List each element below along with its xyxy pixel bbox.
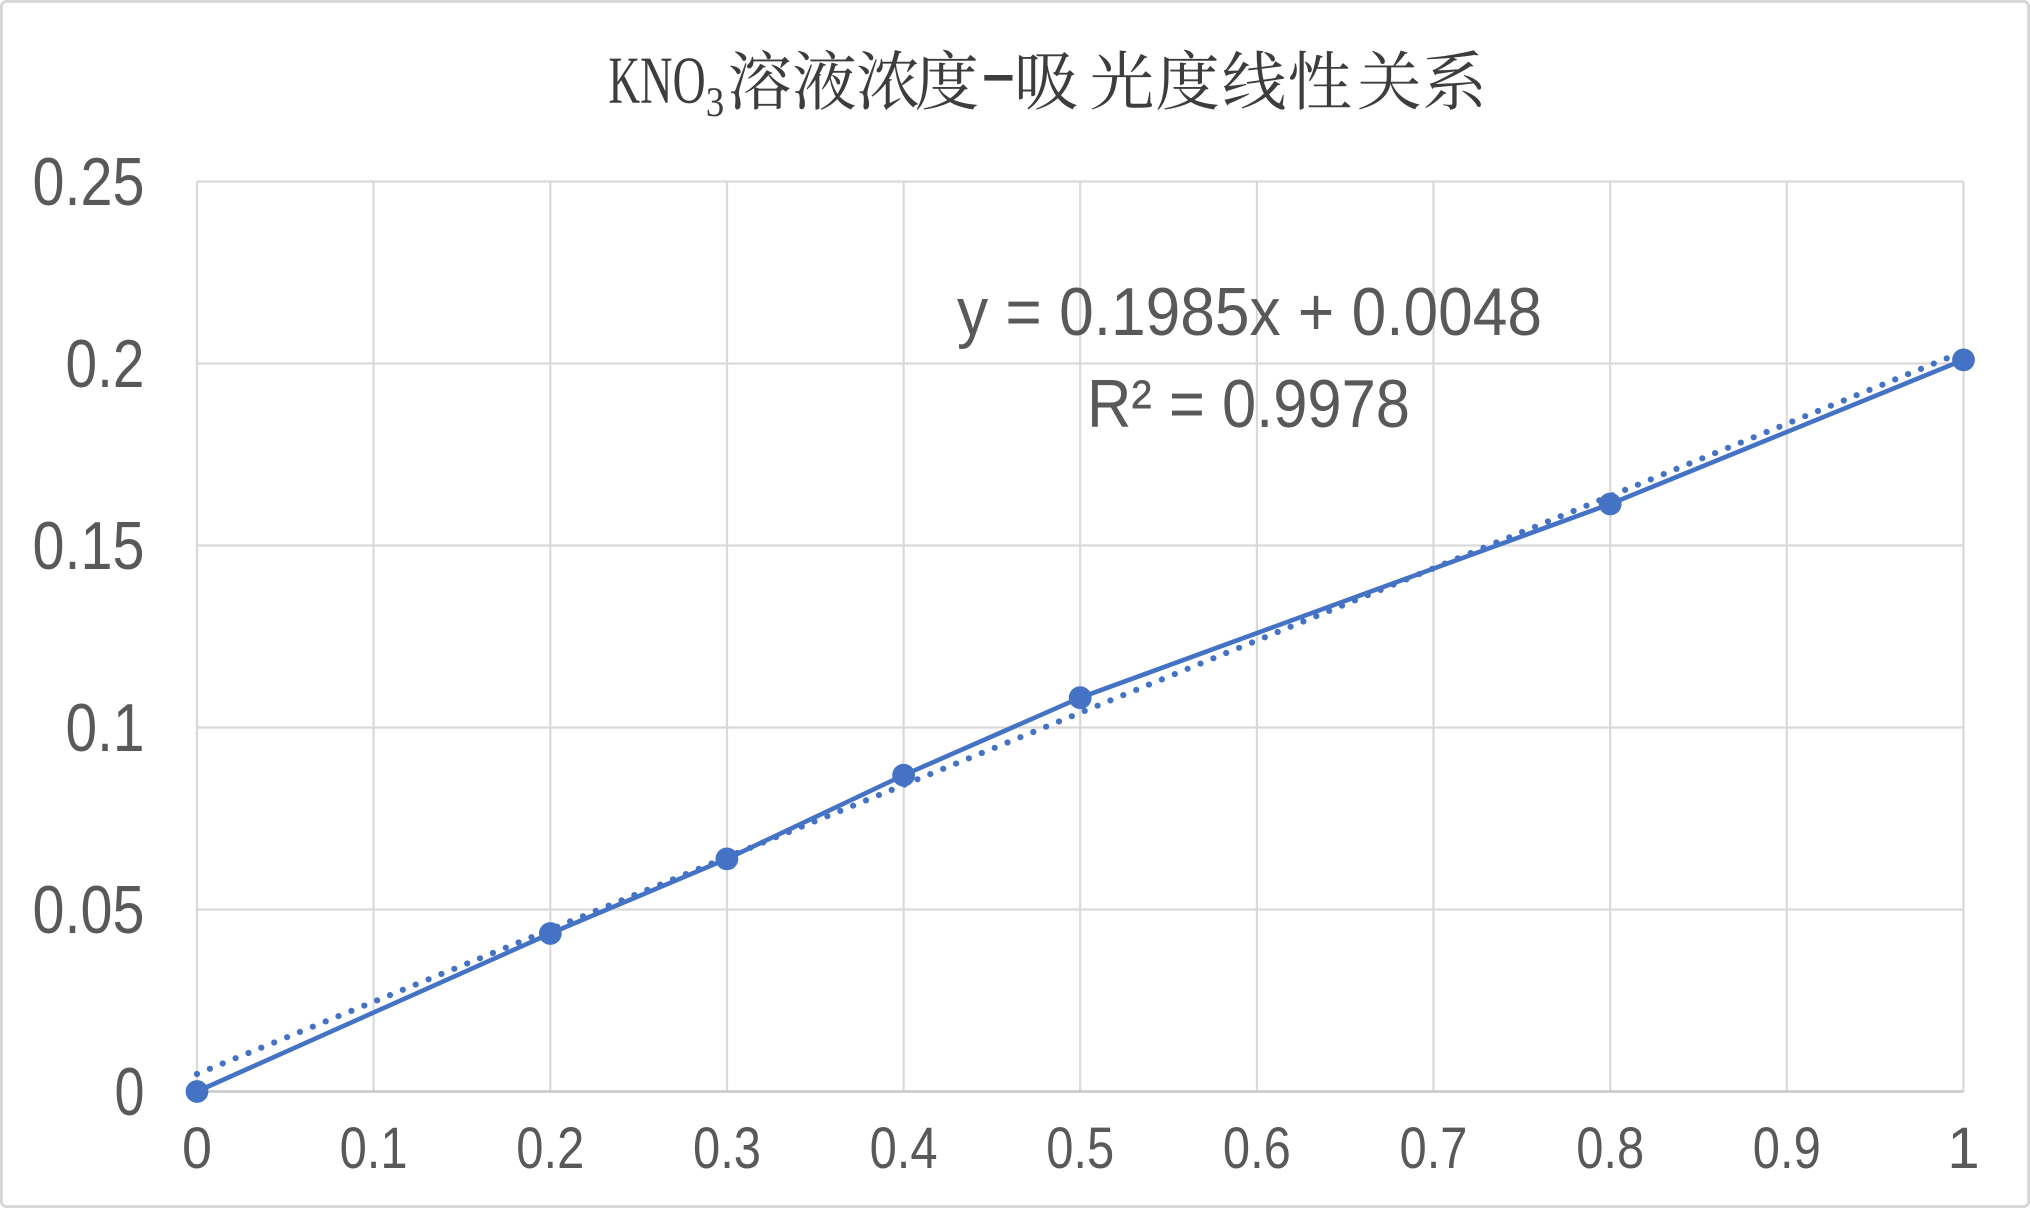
svg-text:1: 1: [1947, 1116, 1979, 1181]
svg-text:0.4: 0.4: [870, 1116, 938, 1181]
svg-text:0: 0: [115, 1054, 145, 1130]
svg-text:0.2: 0.2: [66, 326, 145, 402]
svg-text:0.2: 0.2: [516, 1116, 584, 1181]
svg-text:0.7: 0.7: [1400, 1116, 1468, 1181]
svg-text:0.25: 0.25: [33, 144, 145, 220]
svg-text:0.9: 0.9: [1753, 1116, 1821, 1181]
svg-text:0.15: 0.15: [33, 508, 145, 584]
svg-text:0: 0: [182, 1116, 212, 1181]
svg-text:0.05: 0.05: [33, 872, 145, 948]
svg-text:0.5: 0.5: [1046, 1116, 1114, 1181]
svg-text:y = 0.1985x + 0.0048: y = 0.1985x + 0.0048: [957, 274, 1542, 350]
svg-text:0.3: 0.3: [693, 1116, 761, 1181]
svg-text:0.6: 0.6: [1223, 1116, 1291, 1181]
svg-text:0.8: 0.8: [1576, 1116, 1644, 1181]
svg-text:0.1: 0.1: [66, 690, 145, 766]
svg-text:0.1: 0.1: [340, 1116, 408, 1181]
svg-text:R² = 0.9978: R² = 0.9978: [1087, 366, 1410, 442]
